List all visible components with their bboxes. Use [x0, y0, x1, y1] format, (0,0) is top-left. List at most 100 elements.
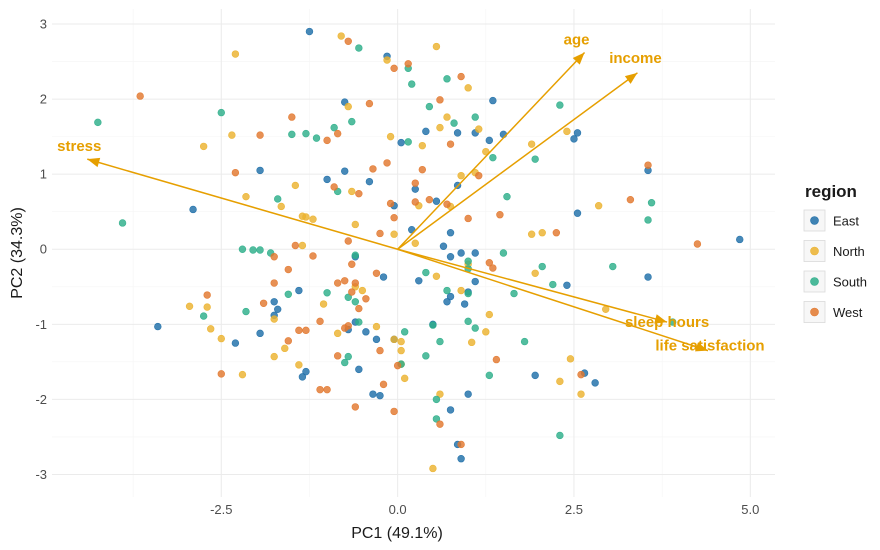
data-point-south — [242, 307, 250, 316]
data-point-west — [418, 165, 427, 174]
data-point-south — [348, 117, 356, 126]
data-point-north — [238, 370, 247, 379]
data-point-west — [309, 252, 317, 260]
data-point-south — [355, 318, 363, 326]
data-point-east — [256, 329, 264, 338]
data-point-west — [485, 259, 494, 267]
legend-title: region — [805, 182, 857, 201]
y-tick-label: 2 — [40, 92, 47, 107]
data-point-west — [330, 183, 338, 191]
legend-label-north: North — [833, 244, 865, 259]
data-point-south — [355, 44, 363, 52]
legend-label-south: South — [833, 275, 867, 290]
legend: region East North South West — [803, 182, 867, 323]
data-point-east — [531, 371, 539, 380]
data-point-north — [432, 42, 441, 51]
y-axis-ticks: -3 -2 -1 0 1 2 3 — [35, 17, 47, 482]
data-point-north — [566, 355, 575, 363]
loading-arrow-head — [695, 342, 708, 352]
data-point-south — [644, 216, 652, 224]
data-point-east — [485, 136, 494, 145]
data-point-west — [404, 60, 412, 68]
data-point-west — [323, 385, 331, 394]
data-point-west — [341, 324, 349, 332]
data-point-west — [348, 288, 356, 296]
data-point-west — [270, 253, 278, 261]
loading-label: stress — [57, 138, 101, 155]
data-point-south — [499, 249, 508, 257]
data-point-north — [418, 141, 427, 150]
data-point-west — [270, 279, 278, 287]
data-point-west — [355, 189, 363, 198]
loading-arrow-line — [87, 158, 398, 250]
data-point-east — [376, 391, 384, 400]
loading-label: age — [564, 32, 590, 49]
data-point-west — [302, 326, 310, 335]
data-point-east — [736, 235, 744, 244]
data-point-west — [457, 440, 465, 449]
data-point-east — [489, 96, 497, 105]
data-point-west — [217, 370, 225, 378]
data-point-north — [348, 187, 356, 196]
data-point-north — [344, 102, 352, 111]
data-point-south — [288, 130, 296, 139]
data-point-east — [464, 390, 472, 398]
data-point-west — [376, 229, 384, 238]
data-point-west — [390, 64, 398, 73]
data-point-west — [496, 211, 504, 219]
legend-key-east — [810, 216, 819, 225]
data-point-west — [341, 277, 349, 285]
data-point-north — [577, 390, 585, 398]
series-north — [185, 32, 610, 473]
data-point-north — [436, 390, 444, 398]
data-point-north — [295, 361, 303, 369]
data-point-north — [242, 192, 250, 201]
data-point-east — [563, 281, 571, 289]
data-point-west — [316, 317, 324, 326]
data-point-west — [411, 198, 419, 206]
data-point-north — [309, 215, 317, 223]
data-point-south — [510, 289, 518, 298]
data-point-south — [432, 395, 441, 404]
data-point-west — [552, 229, 561, 237]
data-point-east — [372, 335, 381, 344]
data-point-north — [231, 50, 240, 58]
data-point-east — [256, 166, 264, 175]
data-point-south — [432, 415, 441, 423]
data-point-west — [323, 136, 331, 145]
data-point-east — [644, 273, 652, 281]
data-point-south — [118, 219, 127, 227]
data-point-north — [291, 181, 300, 190]
data-point-west — [351, 403, 360, 411]
data-point-south — [531, 155, 539, 163]
data-point-east — [408, 226, 416, 234]
data-point-west — [344, 37, 352, 45]
data-point-north — [390, 230, 398, 238]
data-point-south — [669, 318, 677, 326]
data-point-north — [397, 337, 405, 346]
y-tick-label: 3 — [40, 17, 47, 32]
x-tick-label: 5.0 — [741, 502, 759, 517]
data-point-north — [270, 352, 278, 361]
data-point-east — [274, 305, 282, 314]
data-point-east — [323, 175, 331, 184]
data-point-north — [372, 322, 381, 331]
data-point-north — [281, 344, 289, 353]
data-point-west — [376, 346, 384, 355]
data-point-south — [341, 358, 349, 367]
data-point-north — [397, 346, 405, 355]
data-point-north — [556, 377, 564, 386]
data-point-west — [390, 214, 398, 222]
data-point-north — [400, 374, 409, 383]
loading-arrow-head — [572, 52, 585, 65]
data-point-west — [231, 168, 240, 177]
y-axis-title: PC2 (34.3%) — [9, 207, 26, 299]
loading-arrow-line — [397, 248, 709, 352]
data-point-east — [379, 273, 388, 281]
data-point-west — [291, 241, 300, 250]
data-point-north — [298, 241, 307, 250]
legend-label-west: West — [833, 305, 863, 320]
data-point-north — [185, 302, 194, 311]
data-point-east — [446, 253, 455, 261]
data-point-south — [489, 153, 497, 162]
